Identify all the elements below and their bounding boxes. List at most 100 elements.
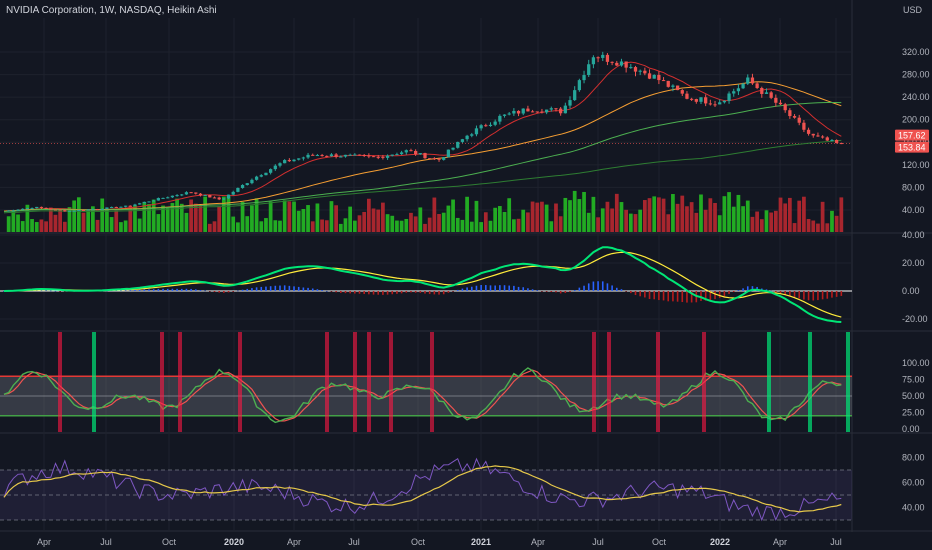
candle-body bbox=[619, 61, 624, 66]
volume-bar bbox=[259, 221, 264, 232]
macd-histogram-bar bbox=[274, 285, 277, 291]
candle-body bbox=[86, 209, 90, 211]
macd-histogram-bar bbox=[714, 291, 716, 300]
oversold-marker bbox=[767, 332, 771, 432]
candle-body bbox=[647, 73, 652, 79]
volume-bar bbox=[764, 210, 769, 232]
candle-body bbox=[194, 192, 198, 194]
candle-body bbox=[39, 206, 44, 208]
macd-histogram-bar bbox=[615, 287, 618, 291]
macd-histogram-bar bbox=[583, 285, 585, 291]
macd-histogram-bar bbox=[194, 289, 197, 291]
oversold-marker bbox=[92, 332, 96, 432]
macd-pane bbox=[0, 246, 852, 323]
volume-bar bbox=[507, 198, 512, 232]
volume-bar bbox=[446, 205, 451, 232]
macd-tick-label: 20.00 bbox=[902, 258, 925, 268]
volume-bar bbox=[81, 212, 86, 232]
volume-bar bbox=[802, 196, 806, 232]
macd-histogram-bar bbox=[718, 291, 721, 298]
volume-bar bbox=[76, 197, 81, 232]
volume-bar bbox=[25, 204, 30, 232]
volume-bar bbox=[320, 219, 324, 232]
time-tick-label: Apr bbox=[531, 537, 545, 547]
candle-body bbox=[544, 109, 549, 113]
candle-body bbox=[694, 99, 698, 102]
candle-body bbox=[750, 77, 755, 84]
volume-bar bbox=[610, 208, 614, 232]
volume-bar bbox=[203, 196, 208, 232]
candle-body bbox=[591, 57, 596, 65]
volume-bar bbox=[48, 207, 53, 232]
macd-histogram-bar bbox=[340, 291, 342, 293]
candle-body bbox=[797, 117, 801, 123]
candle-body bbox=[582, 75, 586, 81]
candle-body bbox=[816, 135, 820, 137]
volume-bar bbox=[310, 221, 315, 232]
candle-body bbox=[30, 208, 34, 210]
candle-body bbox=[479, 125, 483, 129]
volume-bar bbox=[451, 199, 455, 232]
volume-bar bbox=[231, 216, 236, 232]
candle-body bbox=[301, 157, 306, 159]
volume-bar bbox=[558, 216, 563, 232]
volume-bar bbox=[591, 196, 596, 232]
volume-bar bbox=[816, 223, 820, 232]
candle-body bbox=[161, 197, 165, 199]
volume-bar bbox=[133, 205, 137, 232]
volume-bar bbox=[619, 202, 624, 232]
candle-body bbox=[830, 139, 834, 141]
candle-body bbox=[306, 154, 310, 158]
volume-bar bbox=[703, 209, 708, 232]
overbought-marker bbox=[325, 332, 329, 432]
macd-histogram-bar bbox=[260, 286, 263, 291]
volume-bar bbox=[390, 215, 395, 232]
macd-histogram-bar bbox=[461, 288, 464, 291]
volume-bar bbox=[217, 206, 222, 232]
volume-bar bbox=[16, 214, 20, 232]
macd-histogram-bar bbox=[396, 291, 398, 294]
candle-body bbox=[652, 74, 656, 79]
macd-histogram-bar bbox=[779, 291, 782, 294]
candle-body bbox=[348, 154, 352, 156]
volume-bar bbox=[352, 220, 357, 232]
volume-bar bbox=[296, 210, 301, 232]
macd-histogram-bar bbox=[204, 290, 206, 292]
macd-histogram-bar bbox=[555, 291, 557, 293]
macd-histogram-bar bbox=[751, 286, 754, 291]
volume-bar bbox=[161, 205, 165, 232]
candle-body bbox=[142, 201, 146, 204]
candle-body bbox=[423, 153, 427, 159]
volume-bar bbox=[483, 212, 488, 232]
candle-body bbox=[100, 208, 104, 210]
macd-histogram-bar bbox=[527, 288, 529, 291]
volume-bar bbox=[371, 208, 376, 232]
macd-tick-label: 40.00 bbox=[902, 230, 925, 240]
volume-bar bbox=[128, 206, 133, 232]
volume-bar bbox=[264, 218, 268, 232]
volume-bar bbox=[292, 201, 296, 232]
macd-histogram-bar bbox=[255, 287, 258, 291]
macd-histogram-bar bbox=[330, 291, 333, 292]
price-axis: 320.00280.00240.00200.00160.00120.0080.0… bbox=[895, 47, 930, 513]
candle-body bbox=[811, 133, 815, 136]
rsi-tick-label: 60.00 bbox=[902, 478, 925, 488]
grid-lines bbox=[0, 0, 932, 532]
time-tick-label: Oct bbox=[162, 537, 177, 547]
volume-bar bbox=[282, 200, 287, 232]
candle-body bbox=[493, 121, 497, 125]
candle-body bbox=[105, 207, 109, 209]
macd-histogram-bar bbox=[143, 289, 146, 291]
candle-body bbox=[91, 209, 95, 211]
candle-body bbox=[35, 206, 39, 209]
candle-body bbox=[498, 115, 502, 122]
macd-histogram-bar bbox=[550, 291, 553, 292]
macd-histogram-bar bbox=[835, 291, 838, 297]
macd-histogram-bar bbox=[54, 290, 57, 292]
volume-bar bbox=[236, 222, 240, 232]
candle-body bbox=[404, 150, 408, 153]
macd-histogram-bar bbox=[199, 290, 202, 291]
candle-body bbox=[245, 183, 249, 186]
candle-body bbox=[311, 154, 315, 156]
